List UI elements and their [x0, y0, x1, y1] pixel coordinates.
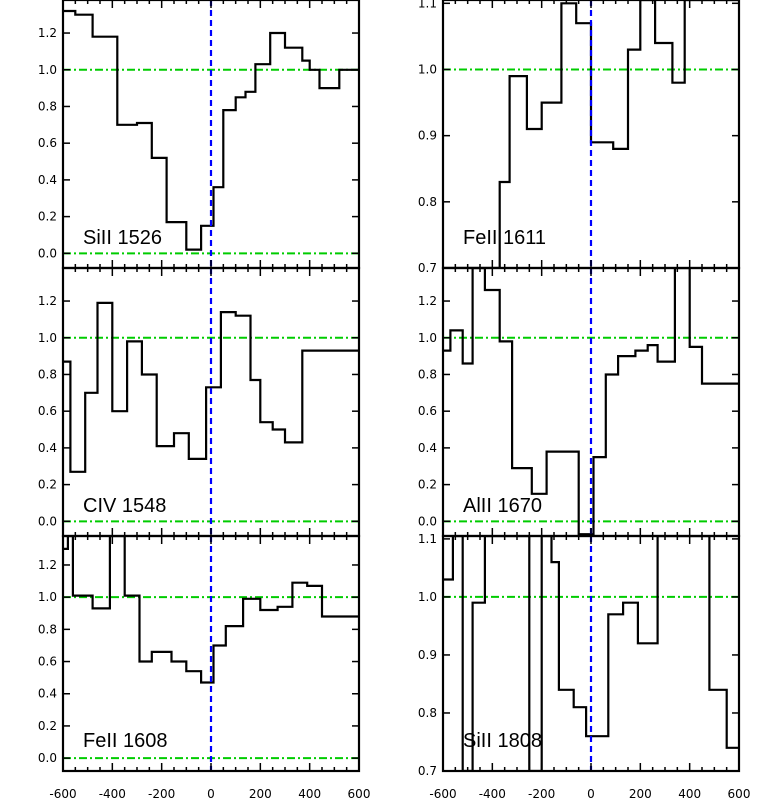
y-tick-label: 0.8	[418, 367, 437, 381]
y-tick-label: 1.1	[418, 532, 437, 546]
y-tick-label: 0.4	[38, 687, 57, 701]
panel-grid: 0.0 0.2 0.4 0.6 0.8 1.0 1.2 SiII 1526 0.7 0.8 0.9 1…	[38, 0, 751, 801]
y-tick-label: 0.8	[418, 195, 437, 209]
x-tick-label: -600	[49, 787, 76, 801]
y-tick-label: 1.0	[418, 590, 437, 604]
panel-label: FeII 1608	[83, 730, 168, 752]
y-tick-label: 0.4	[418, 441, 437, 455]
x-tick-label: 200	[249, 787, 272, 801]
x-tick-label: 600	[348, 787, 371, 801]
y-tick-label: 0.0	[38, 246, 57, 260]
x-tick-label: -200	[148, 787, 175, 801]
panel-label: CIV 1548	[83, 495, 166, 517]
spectrum-line	[63, 9, 359, 251]
y-tick-label: 0.7	[418, 764, 437, 778]
x-tick-label: 0	[587, 787, 595, 801]
y-tick-label: 0.2	[418, 478, 437, 492]
panel-label: SiII 1526	[83, 227, 162, 249]
y-tick-label: 1.0	[418, 62, 437, 76]
y-tick-label: 1.0	[418, 331, 437, 345]
y-tick-label: 0.8	[38, 622, 57, 636]
y-tick-label: 0.9	[418, 129, 437, 143]
y-tick-label: 0.2	[38, 210, 57, 224]
x-tick-label: 200	[629, 787, 652, 801]
y-tick-label: 0.0	[38, 514, 57, 528]
panel-label: FeII 1611	[463, 227, 546, 249]
y-tick-label: 0.6	[38, 404, 57, 418]
y-tick-label: 1.0	[38, 331, 57, 345]
spectrum-panel: 0.0 0.2 0.4 0.6 0.8 1.0 1.2 CIV 1548	[38, 266, 361, 538]
y-tick-label: 0.6	[418, 404, 437, 418]
y-tick-label: 0.2	[38, 478, 57, 492]
y-tick-label: 0.2	[38, 719, 57, 733]
y-tick-label: 1.0	[38, 63, 57, 77]
y-tick-label: 0.6	[38, 136, 57, 150]
y-tick-label: 0.7	[418, 261, 437, 275]
x-tick-label: 600	[728, 787, 751, 801]
y-tick-label: 1.0	[38, 590, 57, 604]
x-tick-label: 400	[298, 787, 321, 801]
y-tick-label: 0.9	[418, 648, 437, 662]
spectrum-panel: 0.7 0.8 0.9 1.0 1.1 FeII 1611	[418, 0, 741, 275]
spectrum-panel: 0.0 0.2 0.4 0.6 0.8 1.0 1.2 -600 -400 -200 0 200 400…	[38, 534, 371, 801]
y-tick-label: 0.8	[38, 99, 57, 113]
y-tick-label: 1.2	[38, 294, 57, 308]
x-tick-label: -400	[99, 787, 126, 801]
y-tick-label: 0.6	[38, 655, 57, 669]
panel-label: SiII 1808	[463, 730, 542, 752]
spectrum-panel: 0.0 0.2 0.4 0.6 0.8 1.0 1.2 SiII 1526	[38, 0, 361, 270]
spectrum-line	[443, 268, 739, 536]
spectrum-line	[63, 536, 359, 684]
spectrum-panel: 0.7 0.8 0.9 1.0 1.1 -600 -400 -200 0 200 400 600 SiI…	[418, 532, 751, 801]
spectrum-line	[63, 301, 359, 473]
y-tick-label: 1.2	[38, 26, 57, 40]
panel-label: AlII 1670	[463, 495, 542, 517]
x-tick-label: 400	[678, 787, 701, 801]
y-tick-label: 0.8	[38, 367, 57, 381]
spectrum-line	[443, 536, 739, 771]
y-tick-label: 1.2	[418, 294, 437, 308]
y-tick-label: 1.1	[418, 0, 437, 10]
y-tick-label: 1.2	[38, 558, 57, 572]
y-tick-label: 0.8	[418, 706, 437, 720]
x-tick-label: -400	[479, 787, 506, 801]
x-tick-label: 0	[207, 787, 215, 801]
y-tick-label: 0.0	[418, 514, 437, 528]
x-tick-label: -200	[528, 787, 555, 801]
x-tick-label: -600	[429, 787, 456, 801]
y-tick-label: 0.0	[38, 751, 57, 765]
y-tick-label: 0.4	[38, 441, 57, 455]
y-tick-label: 0.4	[38, 173, 57, 187]
